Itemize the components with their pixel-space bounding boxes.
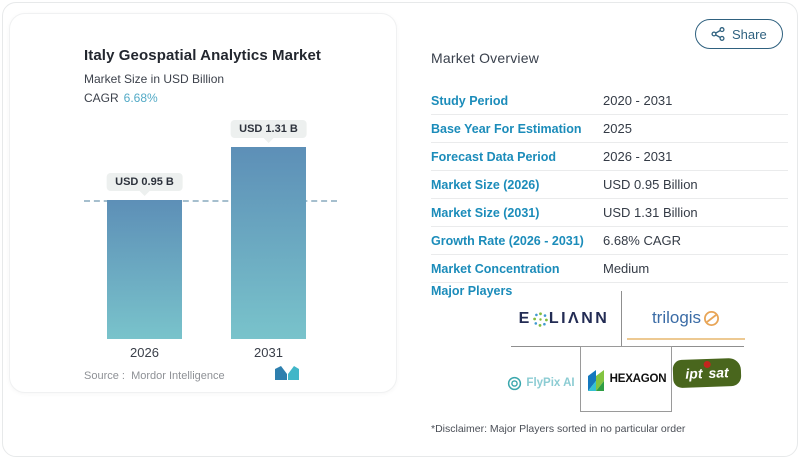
chart-subtitle: Market Size in USD Billion (84, 72, 225, 86)
x-axis-label-2026: 2026 (130, 345, 159, 360)
disclaimer-text: *Disclaimer: Major Players sorted in no … (431, 423, 686, 435)
cagr-line: CAGR 6.68% (84, 91, 158, 105)
row-label: Growth Rate (2026 - 2031) (431, 233, 584, 248)
row-value: 2025 (603, 121, 632, 136)
logo-grid-vertical-divider (621, 291, 622, 346)
iptsat-text-left: ipt (685, 365, 703, 382)
hexagon-logo: HEXAGON (580, 346, 672, 412)
major-players-label: Major Players (431, 284, 513, 298)
row-value: USD 1.31 Billion (603, 205, 698, 220)
table-row: Market Size (2031) USD 1.31 Billion (431, 199, 788, 227)
row-value: 2026 - 2031 (603, 149, 673, 164)
table-row: Market Concentration Medium (431, 255, 788, 283)
table-row: Growth Rate (2026 - 2031) 6.68% CAGR (431, 227, 788, 255)
row-label: Forecast Data Period (431, 149, 557, 164)
trilogis-text: trilogis (651, 308, 702, 327)
flypix-text: FlyPix AI (526, 377, 575, 389)
row-value: USD 0.95 Billion (603, 177, 698, 192)
bar-2031: USD 1.31 B (230, 120, 307, 339)
table-row: Base Year For Estimation 2025 (431, 115, 788, 143)
row-label: Market Size (2031) (431, 205, 540, 220)
trilogis-circle-icon (704, 310, 720, 326)
reference-dashed-line (84, 200, 337, 202)
market-overview-heading: Market Overview (431, 50, 540, 66)
bar-2026-value-badge: USD 0.95 B (106, 173, 183, 191)
chart-title: Italy Geospatial Analytics Market (84, 47, 322, 64)
table-row: Study Period 2020 - 2031 (431, 87, 788, 115)
eoliann-dots-icon (533, 311, 548, 327)
mordor-intelligence-logo (275, 366, 299, 380)
bar-2026: USD 0.95 B (106, 173, 183, 339)
row-value: 6.68% CAGR (603, 233, 682, 248)
hexagon-mark-icon (587, 369, 604, 391)
row-label: Market Size (2026) (431, 177, 540, 192)
row-value: 2020 - 2031 (603, 93, 673, 108)
eoliann-text-right: LIΛNN (548, 310, 610, 327)
table-row: Forecast Data Period 2026 - 2031 (431, 143, 788, 171)
source-label: Source : (84, 370, 125, 382)
market-chart-card: Italy Geospatial Analytics Market Market… (9, 13, 397, 393)
iptsat-text-right: sat (708, 364, 729, 381)
logo-grid-horizontal-divider-right (670, 346, 744, 347)
iptsat-blob: ipt sat (672, 357, 742, 389)
share-button[interactable]: Share (695, 19, 783, 49)
hexagon-text: HEXAGON (609, 373, 667, 385)
x-axis-label-2031: 2031 (254, 345, 283, 360)
eoliann-text-left: E (518, 310, 532, 327)
trilogis-logo: trilogis (627, 300, 745, 340)
logo-grid-horizontal-divider-left (511, 346, 580, 347)
market-overview-table: Study Period 2020 - 2031 Base Year For E… (431, 87, 788, 283)
source-value: Mordor Intelligence (131, 370, 225, 382)
row-label: Study Period (431, 93, 509, 108)
iptsat-logo: ipt sat (669, 355, 745, 391)
source-row: Source : Mordor Intelligence (84, 370, 225, 382)
cagr-label: CAGR (84, 91, 119, 105)
row-label: Base Year For Estimation (431, 121, 582, 136)
flypix-circle-icon (508, 376, 522, 390)
row-value: Medium (603, 261, 650, 276)
share-button-label: Share (732, 26, 767, 42)
share-icon (711, 27, 725, 41)
table-row: Market Size (2026) USD 0.95 Billion (431, 171, 788, 199)
row-label: Market Concentration (431, 261, 560, 276)
flypix-ai-logo: FlyPix AI (503, 371, 579, 395)
eoliann-logo: E LIΛNN (505, 300, 623, 338)
bar-2031-value-badge: USD 1.31 B (230, 120, 307, 138)
cagr-value: 6.68% (123, 91, 158, 105)
